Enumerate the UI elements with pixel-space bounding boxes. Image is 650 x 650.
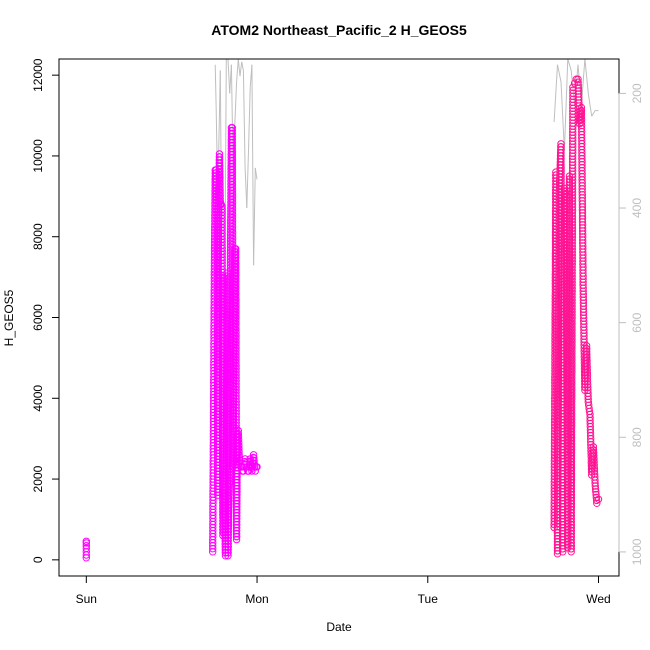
series-line-segment	[248, 87, 251, 151]
chart-title: ATOM2 Northeast_Pacific_2 H_GEOS5	[211, 22, 467, 38]
data-point	[248, 467, 256, 475]
y2-tick-label: 400	[630, 198, 644, 218]
data-point	[251, 467, 260, 475]
y2-tick-label: 800	[630, 427, 644, 447]
data-point	[567, 476, 576, 484]
series-line-segment	[230, 64, 234, 168]
x-tick-label: Tue	[418, 592, 439, 606]
series-line-segment	[239, 61, 243, 77]
series-line-segment	[251, 64, 255, 266]
x-tick-label: Mon	[245, 592, 268, 606]
data-point	[594, 495, 603, 503]
data-point	[235, 448, 243, 456]
y2-tick-label: 200	[630, 83, 644, 103]
data-point	[591, 485, 600, 493]
series-line-segment	[214, 64, 217, 105]
plot-area	[82, 59, 603, 562]
axes: Sun Mon Tue Wed 0 2000 4000 6000 8000 10000 12000 2…	[31, 58, 644, 606]
y-axis-label: H_GEOS5	[2, 289, 16, 346]
data-point	[592, 496, 601, 505]
data-point	[209, 396, 218, 405]
data-point	[225, 477, 234, 485]
series-line-segment	[563, 59, 569, 151]
data-point	[216, 197, 225, 206]
series-line-segment	[219, 70, 222, 180]
y-tick-label: 2000	[31, 465, 45, 492]
y-tick-label: 4000	[31, 385, 45, 412]
data-point	[213, 234, 221, 243]
y2-tick-label: 600	[630, 312, 644, 332]
series-line-segment	[253, 167, 256, 266]
data-point	[82, 537, 91, 545]
series-line-segment	[584, 59, 589, 94]
data-point	[209, 399, 218, 408]
series-line-segment	[591, 110, 596, 117]
data-point	[225, 480, 234, 488]
data-point	[82, 544, 91, 553]
data-point	[235, 451, 243, 459]
series-line-segment	[254, 167, 258, 180]
series-line-segment	[587, 93, 593, 117]
plot-clip-group	[82, 59, 603, 562]
y-tick-label: 6000	[31, 304, 45, 331]
series-line-segment	[567, 59, 572, 71]
data-point	[567, 473, 576, 481]
y-tick-label: 8000	[31, 223, 45, 250]
data-point	[592, 488, 600, 496]
y-tick-label: 12000	[31, 58, 45, 92]
series-line-segment	[557, 64, 562, 82]
y2-tick-label: 1000	[630, 538, 644, 565]
series-line-segment	[242, 70, 246, 168]
plot-frame	[58, 58, 620, 577]
x-tick-label: Wed	[586, 592, 610, 606]
series-line-segment	[241, 61, 244, 71]
data-point	[591, 479, 599, 487]
data-point	[225, 488, 233, 496]
data-point	[592, 493, 600, 502]
data-point	[225, 482, 233, 491]
data-point	[568, 380, 576, 388]
y-tick-label: 0	[31, 556, 45, 563]
data-point	[225, 485, 233, 494]
series-line-segment	[237, 59, 241, 77]
data-point	[82, 542, 91, 550]
series-line-segment	[553, 64, 558, 123]
y-tick-label: 10000	[31, 139, 45, 173]
series-line-segment	[234, 81, 238, 123]
data-point	[225, 491, 233, 499]
data-point	[253, 463, 261, 471]
series-line-segment	[560, 81, 565, 151]
data-point	[593, 499, 601, 507]
data-point	[591, 482, 599, 490]
series-line-segment	[236, 59, 239, 82]
series-line-segment	[227, 59, 231, 94]
x-tick-label: Sun	[76, 592, 97, 606]
data-point	[568, 383, 576, 391]
x-axis-label: Date	[326, 620, 352, 634]
series-line-segment	[246, 150, 249, 209]
